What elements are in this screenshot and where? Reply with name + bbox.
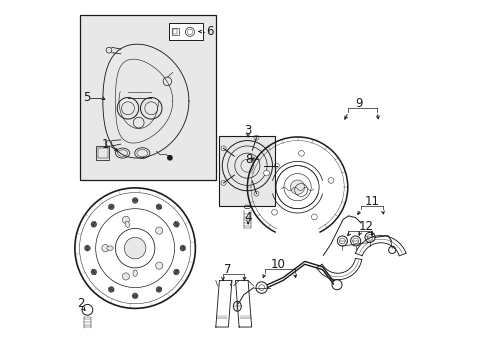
Text: 12: 12 [358, 220, 372, 233]
Circle shape [91, 221, 97, 227]
Circle shape [263, 170, 269, 176]
Text: 8: 8 [245, 153, 253, 166]
Circle shape [122, 216, 129, 224]
Bar [96, 146, 109, 160]
Circle shape [290, 180, 304, 194]
Bar [98, 148, 107, 158]
Bar [173, 30, 177, 34]
Circle shape [241, 159, 253, 172]
Circle shape [155, 227, 163, 234]
Text: 5: 5 [83, 91, 90, 104]
Circle shape [91, 269, 97, 275]
Circle shape [173, 269, 179, 275]
Ellipse shape [125, 221, 129, 228]
Circle shape [155, 262, 163, 269]
Circle shape [108, 287, 114, 292]
Circle shape [167, 156, 172, 160]
Circle shape [156, 204, 162, 210]
Circle shape [124, 237, 145, 259]
Text: 9: 9 [355, 98, 362, 111]
Text: 3: 3 [244, 124, 251, 137]
Bar [219, 136, 274, 206]
Circle shape [311, 214, 317, 220]
Wedge shape [275, 225, 319, 239]
Bar [169, 23, 203, 40]
Bar [80, 15, 215, 180]
Text: 4: 4 [244, 211, 251, 224]
Bar [172, 28, 178, 35]
Ellipse shape [133, 270, 137, 276]
Circle shape [180, 245, 185, 251]
Text: 7: 7 [223, 263, 230, 276]
Text: 10: 10 [270, 258, 285, 271]
Circle shape [84, 245, 90, 251]
Ellipse shape [106, 246, 113, 250]
Circle shape [132, 198, 138, 203]
Text: 11: 11 [364, 195, 379, 208]
Circle shape [132, 293, 138, 299]
Circle shape [327, 177, 333, 183]
Circle shape [122, 273, 129, 280]
Circle shape [102, 244, 109, 252]
Text: 1: 1 [102, 138, 109, 150]
Circle shape [271, 210, 277, 215]
Circle shape [108, 204, 114, 210]
Text: 6: 6 [206, 25, 213, 38]
Text: 2: 2 [77, 297, 84, 310]
Circle shape [173, 221, 179, 227]
Circle shape [156, 287, 162, 292]
Circle shape [298, 150, 304, 156]
